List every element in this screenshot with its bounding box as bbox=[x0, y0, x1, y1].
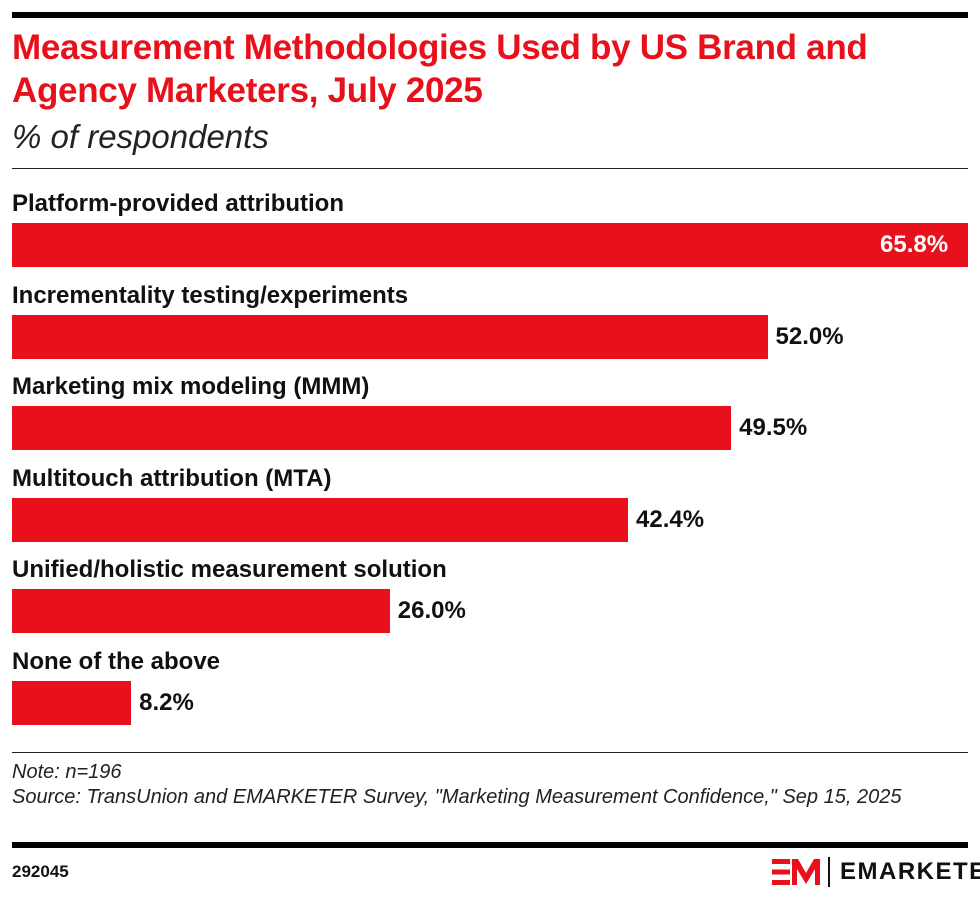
bar bbox=[12, 680, 132, 725]
footer-divider bbox=[12, 752, 968, 753]
chart-id: 292045 bbox=[12, 862, 69, 881]
category-label: Marketing mix modeling (MMM) bbox=[12, 373, 370, 400]
data-label: 26.0% bbox=[397, 597, 466, 624]
bottom-rule bbox=[12, 842, 968, 848]
category-label: Unified/holistic measurement solution bbox=[12, 556, 447, 583]
emarketer-logo: EMARKETER bbox=[772, 855, 980, 889]
data-label: 65.8% bbox=[880, 231, 949, 258]
bar bbox=[12, 589, 390, 633]
em-logo-icon bbox=[772, 859, 820, 885]
category-label: None of the above bbox=[12, 647, 221, 675]
note: Note: n=196 bbox=[12, 761, 122, 783]
logo-separator bbox=[828, 857, 830, 887]
data-label: 8.2% bbox=[139, 688, 194, 716]
top-rule bbox=[12, 12, 968, 18]
header-divider bbox=[12, 168, 968, 169]
bar bbox=[12, 406, 732, 450]
bar bbox=[12, 314, 768, 359]
category-label: Incrementality testing/experiments bbox=[12, 281, 409, 309]
bar bbox=[12, 223, 968, 267]
brand-name: EMARKETER bbox=[840, 858, 980, 885]
chart-subtitle: % of respondents bbox=[12, 118, 269, 155]
category-label: Multitouch attribution (MTA) bbox=[12, 464, 332, 492]
category-label: Platform-provided attribution bbox=[12, 190, 344, 217]
chart-title: Measurement Methodologies Used by US Bra… bbox=[12, 28, 868, 110]
data-label: 42.4% bbox=[636, 505, 705, 533]
data-label: 49.5% bbox=[739, 414, 808, 441]
bar bbox=[12, 497, 629, 542]
source: Source: TransUnion and EMARKETER Survey,… bbox=[12, 786, 902, 808]
data-label: 52.0% bbox=[775, 322, 844, 350]
